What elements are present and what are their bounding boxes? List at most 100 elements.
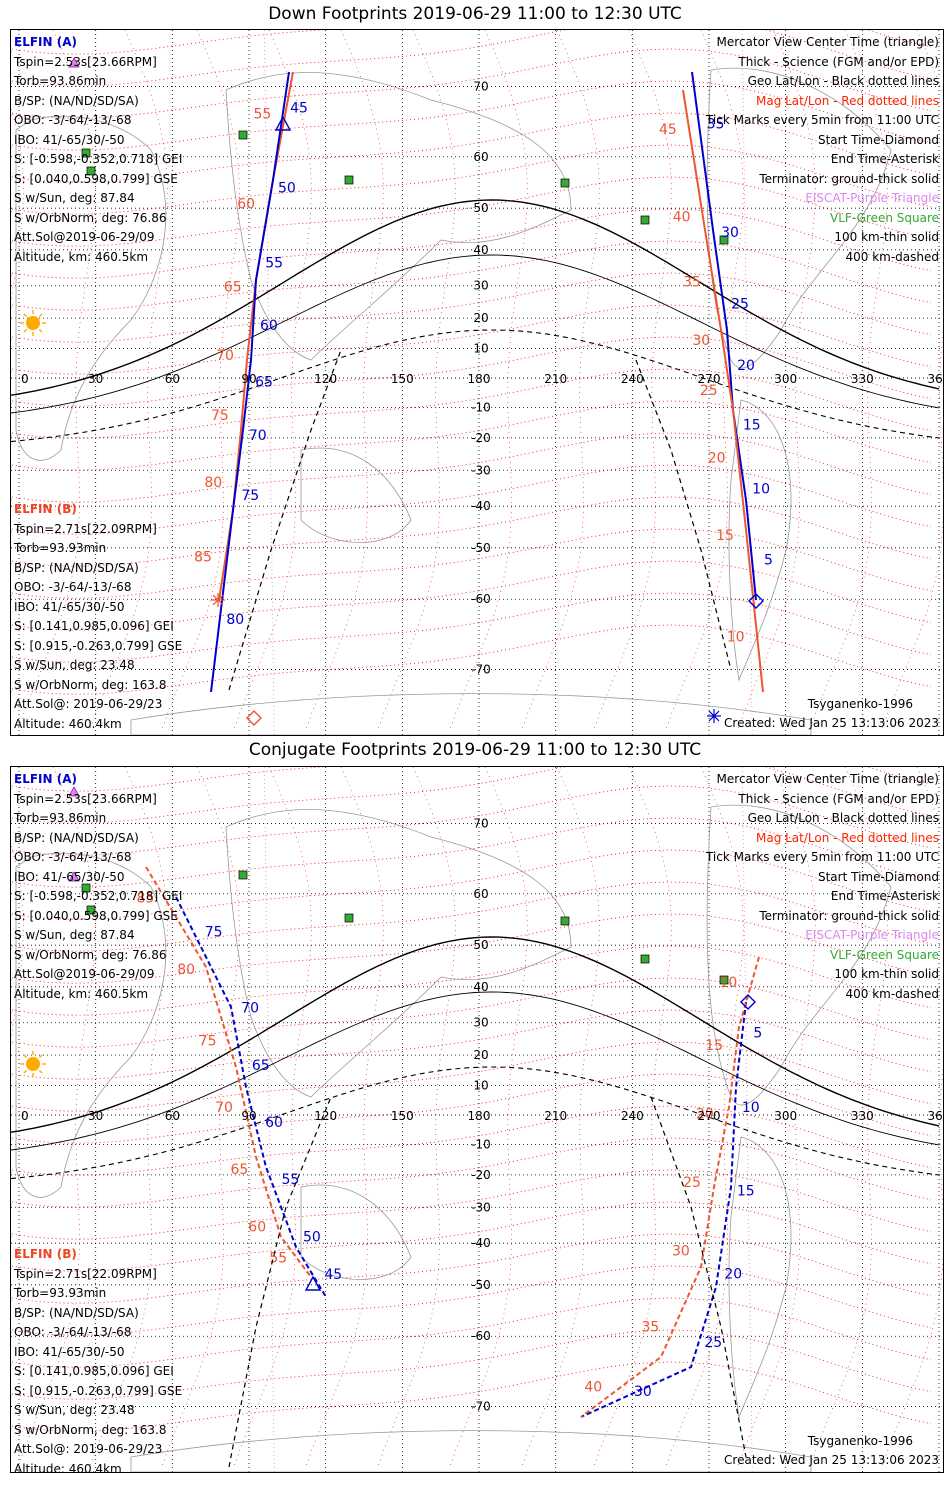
eiscat-triangle [68, 871, 80, 882]
track-tick-label: 10 [727, 629, 745, 645]
lat-tick-label: -50 [471, 1278, 491, 1292]
coastlines [15, 804, 892, 1472]
mag-lat-line [11, 240, 932, 311]
mag-lat-line [11, 304, 932, 375]
mag-lat-line [11, 368, 932, 439]
track-tick-label: 80 [177, 962, 195, 978]
lat-tick-label: 10 [473, 1079, 488, 1093]
track-tick-label: 25 [731, 297, 749, 313]
mag-lat-line [11, 560, 932, 631]
elfin-b-block: ELFIN (B) Tspin=2.71s[22.09RPM] Torb=93.… [14, 1245, 182, 1472]
lat-tick-label: 30 [473, 279, 488, 293]
terminator-curve [11, 329, 940, 443]
lon-tick-label: 60 [165, 1109, 180, 1123]
mag-grid [11, 30, 943, 735]
coastline [300, 1184, 412, 1280]
track-tick-label: 60 [237, 197, 255, 213]
footprint-tracks: 7570656055504585807570656055510152025301… [20, 786, 762, 1468]
elfin-a-line: Att.Sol@2019-06-29/09 [14, 230, 155, 244]
elfin-b-line: S: [0.141,0.985,0.096] GEI [14, 1364, 174, 1378]
legend-item: 400 km-dashed [845, 249, 939, 264]
elfin-b-line: S: [0.141,0.985,0.096] GEI [14, 619, 174, 633]
lon-tick-label: 300 [774, 372, 797, 386]
lon-tick-label: 0 [21, 1109, 29, 1123]
lat-tick-label: -40 [471, 499, 491, 513]
track-tick-label: 80 [204, 475, 222, 491]
coastline [300, 447, 412, 543]
lon-tick-label: 120 [314, 1109, 337, 1123]
elfin-a-line: Tspin=2.53s[23.66RPM] [14, 54, 157, 69]
elfin-a-dashed [635, 359, 732, 671]
coastline [225, 72, 572, 361]
end-asterisk [212, 594, 224, 606]
mag-lat-line [11, 1329, 932, 1400]
mag-lat-line [11, 400, 932, 471]
track-tick-label: 80 [226, 612, 244, 628]
map-svg-down: 5560657075808545505560657075803530252015… [11, 30, 943, 735]
axis-labels: 0 30 60 90 120 150 180 210 240 270 300 330 360 70 60 50… [21, 816, 943, 1413]
vlf-square [344, 175, 354, 185]
mag-lat-line [11, 208, 932, 279]
lat-tick-label: -40 [471, 1236, 491, 1250]
mag-lat-line [11, 624, 932, 695]
elfin-a-line: B/SP: (NA/ND/SD/SA) [14, 93, 139, 108]
start-diamond [748, 593, 764, 609]
legend-item: Mag Lat/Lon - Red dotted lines [755, 830, 939, 845]
lon-tick-label: 330 [851, 372, 874, 386]
track-tick-label: 25 [700, 383, 718, 399]
mag-lat-line [11, 977, 932, 1048]
elfin-a-block: ELFIN (A) Tspin=2.53s[23.66RPM] Torb=93.… [14, 33, 182, 267]
elfin-a-line: Altitude, km: 460.5km [14, 249, 149, 264]
vlf-square [560, 916, 570, 926]
elfin-b-west-track [145, 866, 312, 1278]
created-label: Created: Wed Jan 25 13:13:06 2023 [724, 716, 939, 730]
track-tick-label: 20 [737, 358, 755, 374]
track-tick-label: 35 [707, 116, 725, 132]
lat-tick-label: 70 [473, 816, 488, 830]
mag-lat-line [11, 528, 932, 599]
legend-item: Thick - Science (FGM and/or EPD) [738, 791, 939, 806]
elfin-b-line: IBO: 41/-65/30/-50 [14, 1344, 125, 1359]
lat-tick-label: -60 [471, 1329, 491, 1343]
elfin-a-line: IBO: 41/-65/30/-50 [14, 869, 125, 884]
track-tick-label: 70 [215, 1100, 233, 1116]
lat-tick-label: -20 [471, 431, 491, 445]
legend-item: Geo Lat/Lon - Black dotted lines [747, 811, 939, 825]
mag-lat-line [11, 1265, 932, 1336]
track-tick-label: 20 [708, 451, 726, 467]
lon-tick-label: 0 [21, 372, 29, 386]
mag-lat-line [11, 785, 932, 856]
lat-tick-label: 60 [473, 150, 488, 164]
legend-item: EISCAT-Purple Triangle [805, 928, 939, 942]
elfin-b-line: IBO: 41/-65/30/-50 [14, 599, 125, 614]
elfin-a-line: S: [0.040,0.598,0.799] GSE [14, 908, 178, 923]
mag-lon-line [377, 767, 456, 1468]
sun-ray [38, 328, 43, 333]
track-tick-label: 85 [137, 891, 155, 907]
mag-lat-line [11, 176, 932, 247]
track-tick-label: 20 [724, 1267, 742, 1283]
elfin-a-line: S: [0.040,0.598,0.799] GSE [14, 171, 178, 186]
track-tick-label: 65 [255, 374, 273, 390]
terminator-curve [11, 936, 940, 1133]
elfin-b-line: Torb=93.93min [14, 1286, 107, 1300]
map-panel-down: 55 60 65 70 75 80 85 45 50 55 60 65 70 75 80 35 30 25 20 15… [10, 29, 944, 736]
lat-tick-label: -60 [471, 592, 491, 606]
elfin-a-line: S w/Sun, deg: 87.84 [14, 928, 135, 942]
track-tick-label: 60 [260, 318, 278, 334]
track-tick-label: 75 [205, 924, 223, 940]
elfin-a-block: ELFIN (A) Tspin=2.53s[23.66RPM] Torb=93.… [14, 770, 182, 1004]
legend-item: Start Time-Diamond [817, 132, 939, 147]
vlf-square [86, 166, 96, 176]
lon-tick-label: 210 [544, 372, 567, 386]
elfin-a-line: Tspin=2.53s[23.66RPM] [14, 791, 157, 806]
lon-tick-label: 30 [88, 372, 103, 386]
terminator-dashed-left [228, 1096, 332, 1468]
track-tick-label: 65 [224, 279, 242, 295]
mag-lat-line [11, 849, 932, 920]
lon-tick-label: 150 [391, 1109, 414, 1123]
track-tick-label: 50 [303, 1229, 321, 1245]
sun-ray [38, 1054, 43, 1059]
terminator-curve [11, 1066, 940, 1180]
vlf-square [238, 130, 248, 140]
